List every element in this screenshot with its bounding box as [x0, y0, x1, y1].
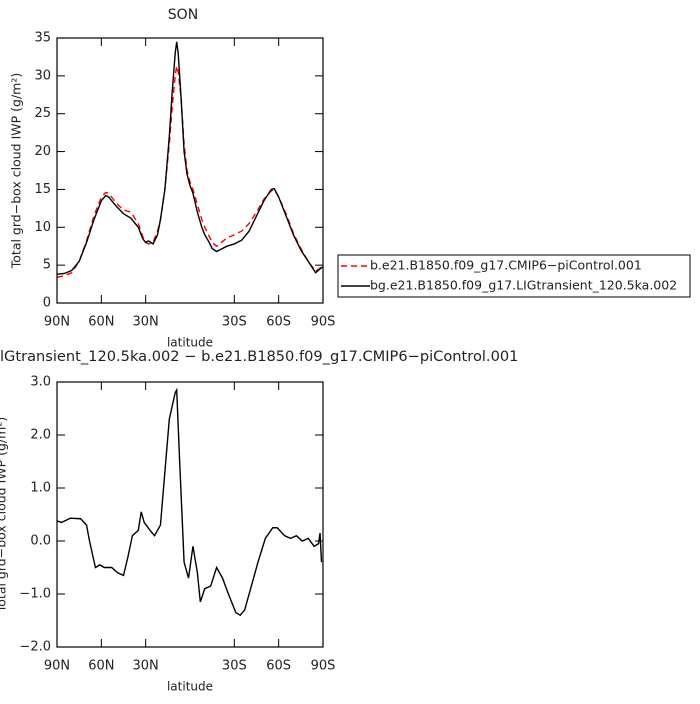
x-tick-label: 90N	[44, 315, 70, 330]
y-tick-label: 10	[34, 220, 51, 235]
x-tick-label: 90N	[44, 659, 70, 674]
chart-title: lGtransient_120.5ka.002 − b.e21.B1850.f0…	[0, 348, 518, 365]
x-tick-label: 30N	[133, 659, 159, 674]
plot-frame	[56, 37, 324, 304]
y-tick-label: 20	[34, 144, 51, 159]
x-tick-label: 60S	[266, 659, 291, 674]
y-tick-label: 0.0	[30, 534, 51, 549]
x-axis-label: latitude	[167, 336, 213, 350]
y-tick-label: 3.0	[30, 375, 51, 390]
y-tick-label: 5	[43, 258, 51, 273]
y-tick-label: 0	[43, 296, 51, 311]
y-tick-label: 35	[34, 31, 51, 46]
y-tick-label: −2.0	[19, 640, 51, 655]
y-tick-label: 15	[34, 182, 51, 197]
legend-label: bg.e21.B1850.f09_g17.LIGtransient_120.5k…	[370, 278, 677, 293]
y-tick-label: 1.0	[30, 481, 51, 496]
x-tick-label: 30N	[133, 315, 159, 330]
x-tick-label: 60S	[266, 315, 291, 330]
x-tick-label: 60N	[88, 315, 114, 330]
y-axis-label: Total grd−box cloud IWP (g/m²)	[9, 73, 24, 269]
y-axis-label: Total grd−box cloud IWP (g/m²)	[0, 417, 9, 613]
y-tick-label: 30	[34, 68, 51, 83]
x-axis-label: latitude	[167, 680, 213, 694]
x-tick-label: 30S	[222, 315, 247, 330]
x-tick-label: 30S	[222, 659, 247, 674]
x-tick-label: 90S	[311, 659, 336, 674]
x-tick-label: 90S	[311, 315, 336, 330]
legend-label: b.e21.B1850.f09_g17.CMIP6−piControl.001	[370, 258, 642, 273]
y-tick-label: 25	[34, 106, 51, 121]
y-tick-label: 2.0	[30, 428, 51, 443]
legend-box	[337, 254, 691, 298]
chart-title: SON	[168, 7, 198, 23]
x-tick-label: 60N	[88, 659, 114, 674]
data-line	[56, 65, 324, 278]
data-line	[56, 41, 324, 275]
data-line	[56, 387, 323, 617]
plot-frame	[56, 381, 324, 648]
y-tick-label: −1.0	[19, 587, 51, 602]
